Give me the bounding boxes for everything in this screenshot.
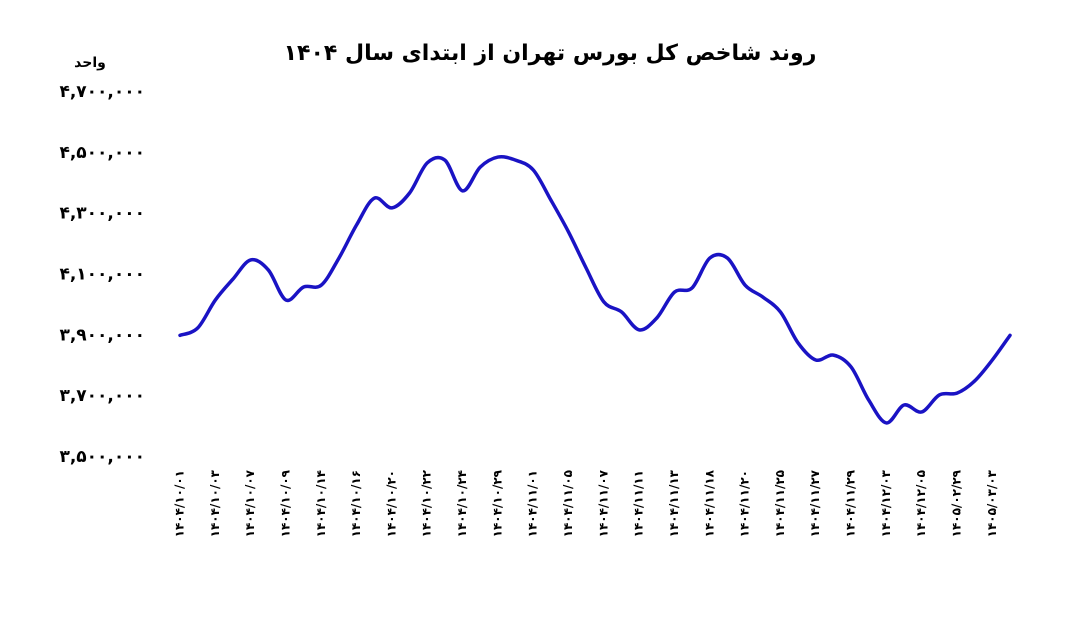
y-tick-label: ۴,۳۰۰,۰۰۰ (59, 204, 145, 224)
x-tick-label: ۱۴۰۴/۱۱/۱۱ (632, 470, 646, 537)
x-tick-label: ۱۴۰۴/۱۰/۱۴ (314, 470, 328, 537)
x-tick-label: ۱۴۰۴/۱۱/۰۱ (526, 470, 540, 537)
y-tick-label: ۳,۷۰۰,۰۰۰ (59, 386, 145, 406)
y-tick-label: ۴,۷۰۰,۰۰۰ (59, 82, 145, 102)
x-tick-label: ۱۴۰۴/۱۱/۱۸ (702, 469, 716, 537)
x-tick-label: ۱۴۰۴/۱۱/۲۵ (773, 470, 787, 537)
x-tick-label: ۱۴۰۴/۱۱/۲۹ (844, 469, 858, 537)
x-tick-label: ۱۴۰۴/۱۱/۰۵ (561, 470, 575, 537)
x-tick-label: ۱۴۰۵/۰۲/۲۹ (950, 469, 964, 537)
x-tick-label: ۱۴۰۴/۱۲/۰۵ (914, 470, 928, 537)
x-tick-label: ۱۴۰۵/۰۳/۰۳ (985, 469, 999, 537)
x-tick-label: ۱۴۰۴/۱۲/۰۳ (879, 469, 893, 537)
x-tick-label: ۱۴۰۴/۱۱/۲۷ (808, 469, 822, 537)
y-tick-label: ۴,۱۰۰,۰۰۰ (59, 265, 145, 285)
y-tick-label: ۳,۵۰۰,۰۰۰ (59, 447, 145, 467)
x-tick-label: ۱۴۰۴/۱۰/۲۰ (384, 470, 398, 537)
line (178, 155, 1012, 425)
x-tick-label: ۱۴۰۴/۱۰/۲۹ (490, 469, 504, 537)
x-tick-label: ۱۴۰۴/۱۱/۲۰ (738, 470, 752, 537)
x-tick-label: ۱۴۰۴/۱۰/۲۴ (455, 470, 469, 537)
x-tick-label: ۱۴۰۴/۱۰/۰۷ (243, 469, 257, 537)
x-tick-label: ۱۴۰۴/۱۰/۱۶ (349, 470, 363, 537)
x-tick-label: ۱۴۰۴/۱۰/۰۹ (278, 469, 292, 537)
y-tick-label: ۴,۵۰۰,۰۰۰ (59, 143, 145, 163)
y-axis-label: واحد (74, 55, 106, 71)
x-tick-label: ۱۴۰۴/۱۰/۰۳ (208, 469, 222, 537)
chart-title: روند شاخص کل بورس تهران از ابتدای سال ۱۴… (284, 41, 817, 66)
x-tick-label: ۱۴۰۴/۱۱/۰۷ (596, 469, 610, 537)
x-tick-label: ۱۴۰۴/۱۰/۲۲ (420, 469, 434, 537)
x-tick-label: ۱۴۰۴/۱۱/۱۳ (667, 469, 681, 537)
x-tick-label: ۱۴۰۴/۱۰/۰۱ (173, 470, 187, 537)
y-tick-label: ۳,۹۰۰,۰۰۰ (59, 325, 145, 345)
